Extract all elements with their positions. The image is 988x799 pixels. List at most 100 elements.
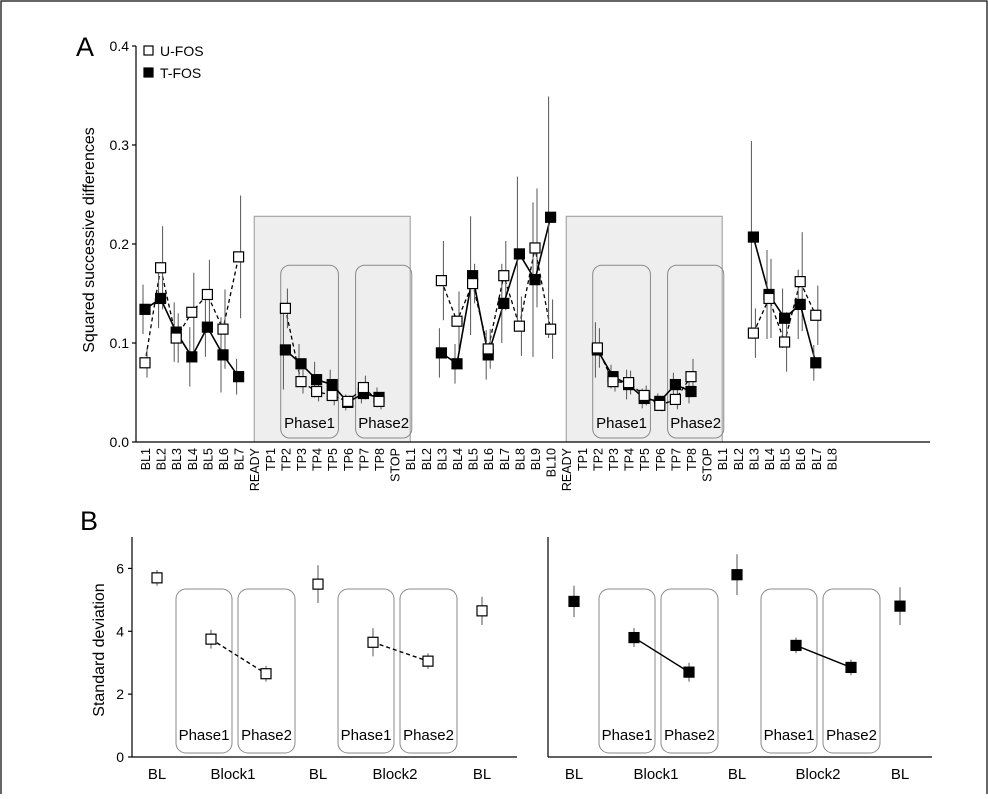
x-tick-label-a: TP6 (342, 448, 356, 471)
data-point-ufos (451, 315, 463, 327)
y-tick-label-b: 4 (116, 623, 124, 639)
x-tick-label-a: BL7 (498, 448, 512, 470)
phase-box-b (399, 588, 458, 754)
x-tick-label-a: BL10 (545, 448, 559, 477)
data-point-tfos (295, 358, 307, 370)
phase-box-b (237, 588, 296, 754)
y-tick-label-a: 0.2 (110, 236, 130, 252)
x-tick-label-a: BL1 (716, 448, 730, 470)
x-group-label-b: BL (891, 766, 909, 783)
x-tick-label-a: TP7 (357, 448, 371, 471)
y-tick-label-a: 0.1 (110, 335, 130, 351)
data-point-phase1 (367, 636, 379, 648)
data-point-ufos (139, 357, 151, 369)
data-point-ufos (201, 288, 213, 301)
data-point-phase2 (422, 655, 434, 667)
x-tick-label-a: TP8 (373, 448, 387, 471)
y-tick-label-b: 0 (116, 749, 124, 765)
series-line-ufos (752, 279, 817, 345)
data-point-ufos (685, 371, 697, 383)
data-point-ufos (357, 381, 369, 394)
data-point-tfos (685, 385, 697, 398)
x-tick-label-a: BL5 (467, 448, 481, 470)
x-tick-label-a: TP8 (685, 448, 699, 471)
x-group-label-b: BL (309, 766, 327, 783)
data-point-ufos (513, 320, 526, 332)
y-tick-label-a: 0.3 (110, 137, 130, 153)
data-point-bl (731, 569, 743, 581)
data-point-tfos (794, 298, 806, 310)
x-tick-label-a: BL4 (763, 448, 777, 470)
x-tick-label-a: STOP (389, 448, 403, 482)
x-tick-label-a: BL8 (513, 448, 527, 470)
x-group-label-b: BL (473, 766, 491, 783)
y-tick-label-a: 0.0 (110, 434, 130, 450)
data-point-ufos (186, 306, 198, 318)
x-tick-label-a: TP5 (326, 448, 340, 471)
phase-label: Phase1 (284, 415, 335, 432)
phase-label-b: Phase2 (241, 727, 292, 744)
x-group-label-b: Block2 (795, 766, 840, 783)
phase-box-b (660, 588, 719, 754)
data-point-ufos (467, 278, 479, 290)
data-point-ufos (233, 251, 245, 263)
phase-label: Phase2 (358, 415, 409, 432)
data-point-tfos (544, 211, 557, 223)
x-tick-label-a: READY (248, 447, 262, 491)
data-point-tfos (498, 297, 510, 309)
data-point-ufos (607, 376, 619, 388)
data-point-phase2 (683, 666, 695, 678)
phase-label: Phase1 (596, 415, 647, 432)
data-point-ufos (435, 275, 447, 287)
phase-label-b: Phase1 (764, 727, 815, 744)
data-point-ufos (810, 309, 822, 321)
phase-box-b (175, 588, 233, 754)
x-tick-label-a: BL5 (201, 448, 215, 470)
block-connector (372, 641, 429, 662)
legend-marker-ufos (143, 45, 154, 56)
x-tick-label-a: BL1 (404, 448, 418, 470)
data-point-ufos (342, 395, 354, 408)
x-tick-label-a: BL3 (435, 448, 449, 470)
x-group-label-b: Block1 (210, 766, 255, 783)
data-point-phase1 (628, 631, 640, 644)
data-point-tfos (217, 349, 229, 361)
series-line-ufos (440, 247, 552, 350)
x-tick-label-a: TP5 (638, 448, 652, 471)
legend-label-ufos: U-FOS (160, 43, 204, 59)
data-point-ufos (170, 332, 182, 344)
x-tick-label-a: BL6 (217, 448, 231, 470)
x-tick-label-a: BL6 (482, 448, 496, 470)
y-tick-label-b: 2 (116, 686, 124, 702)
x-tick-label-a: BL7 (233, 448, 247, 470)
data-point-tfos (326, 378, 338, 391)
panel-label-a: A (76, 32, 94, 62)
data-point-ufos (155, 262, 167, 274)
x-group-label-b: Block1 (633, 766, 678, 783)
data-point-tfos (201, 321, 213, 333)
x-group-label-b: BL (565, 766, 583, 783)
data-point-phase2 (845, 661, 857, 674)
data-point-tfos (311, 374, 323, 386)
block-connector (210, 638, 267, 675)
data-point-ufos (622, 377, 635, 389)
phase-box-b (598, 588, 656, 754)
x-tick-label-a: TP4 (311, 448, 325, 471)
data-point-tfos (513, 248, 526, 260)
data-point-ufos (747, 327, 760, 339)
data-point-ufos (482, 343, 494, 355)
phase-label-b: Phase1 (602, 727, 653, 744)
phase-box-b (822, 588, 881, 754)
x-tick-label-a: BL2 (732, 448, 746, 470)
x-tick-label-a: BL8 (825, 448, 839, 470)
y-tick-label-b: 6 (116, 560, 124, 576)
phase-label: Phase2 (670, 415, 721, 432)
data-point-bl (312, 578, 324, 590)
x-tick-label-a: STOP (701, 448, 715, 482)
data-point-ufos (279, 302, 291, 314)
data-point-phase1 (790, 639, 802, 652)
panel-b: B Standard deviation 0 2 4 6 BL Block1 BL Block2 B… (80, 506, 932, 783)
x-tick-label-a: TP2 (591, 448, 605, 471)
y-axis-label-b: Standard deviation (91, 583, 108, 716)
